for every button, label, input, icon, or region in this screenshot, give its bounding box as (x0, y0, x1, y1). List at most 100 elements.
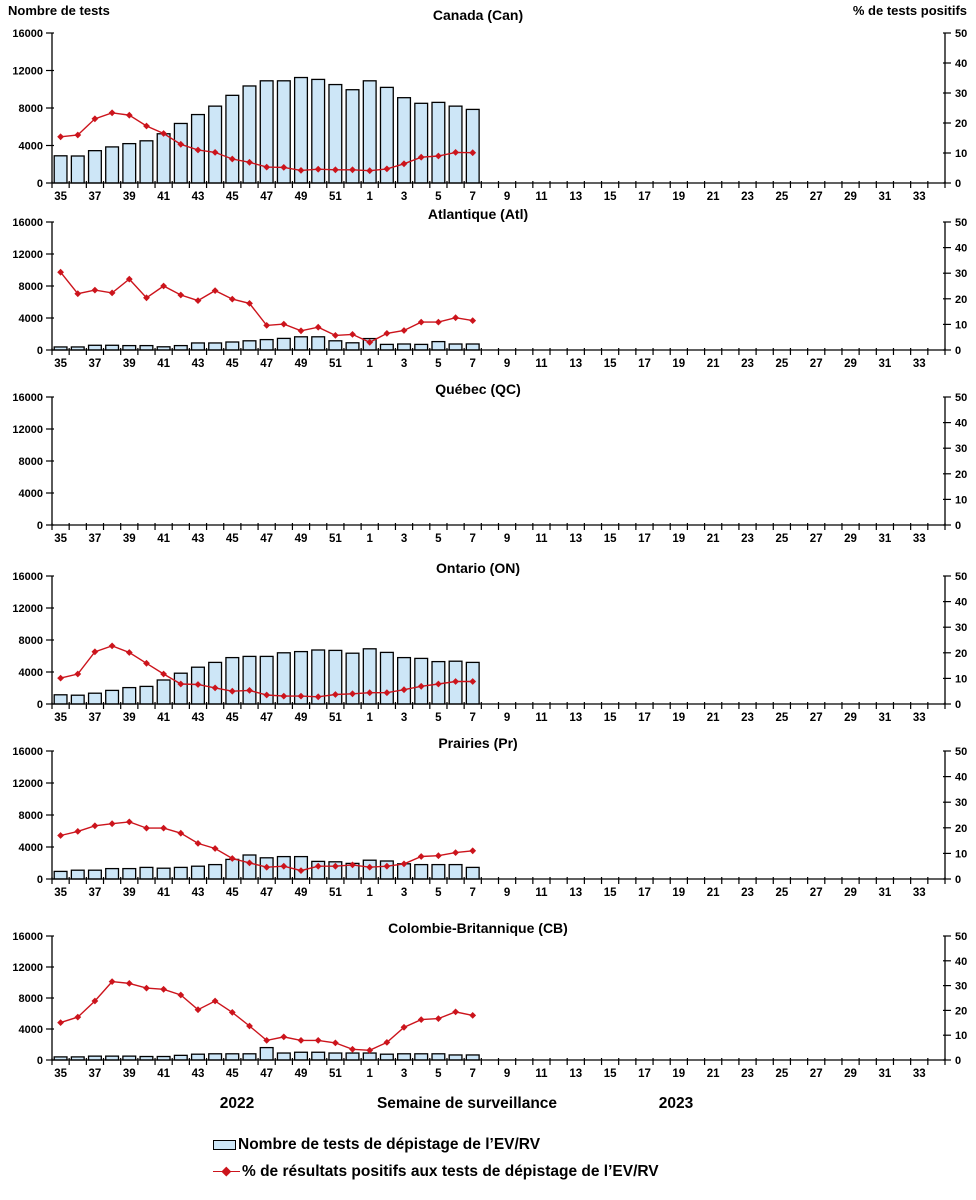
diamond-marker-icon (349, 331, 356, 338)
week-tick-label: 17 (638, 191, 651, 203)
diamond-marker-icon (314, 693, 322, 701)
right-tick-label: 50 (955, 217, 967, 229)
week-tick-label: 35 (54, 533, 67, 545)
week-tick-label: 27 (810, 712, 823, 724)
week-tick-label: 31 (878, 191, 891, 203)
left-tick-label: 8000 (19, 281, 43, 293)
diamond-marker-icon (452, 678, 459, 685)
diamond-marker-icon (280, 164, 288, 171)
diamond-marker-icon (366, 167, 374, 175)
diamond-marker-icon (469, 847, 477, 855)
week-tick-label: 41 (157, 887, 170, 899)
week-tick-label: 41 (157, 191, 170, 203)
left-tick-label: 0 (37, 874, 43, 886)
week-tick-label: 47 (260, 1068, 273, 1080)
week-tick-label: 31 (878, 1068, 891, 1080)
diamond-marker-icon (91, 822, 99, 830)
diamond-marker-icon (194, 1006, 202, 1014)
diamond-marker-icon (332, 691, 339, 698)
positivity-polyline (60, 271, 473, 344)
week-tick-label: 25 (775, 191, 788, 203)
diamond-marker-icon (349, 1045, 356, 1053)
week-tick-label: 49 (295, 358, 308, 370)
bar (139, 344, 154, 351)
week-tick-label: 3 (401, 887, 407, 899)
week-tick-label: 15 (604, 358, 617, 370)
week-tick-label: 15 (604, 191, 617, 203)
diamond-marker-icon (332, 166, 339, 174)
diamond-marker-icon (125, 980, 133, 987)
bar (156, 867, 171, 880)
right-tick-label: 40 (955, 597, 967, 609)
diamond-marker-icon (194, 681, 202, 688)
bar (70, 694, 85, 705)
diamond-marker-icon (383, 165, 391, 173)
bar (311, 336, 326, 351)
left-tick-label: 4000 (19, 313, 43, 325)
week-tick-label: 29 (844, 191, 857, 203)
right-tick-label: 30 (955, 268, 967, 280)
week-tick-label: 29 (844, 533, 857, 545)
diamond-marker-icon (194, 297, 202, 304)
bar (156, 679, 171, 705)
diamond-marker-icon (91, 286, 99, 294)
week-tick-label: 17 (638, 1068, 651, 1080)
right-tick-label: 0 (955, 874, 961, 886)
week-tick-label: 13 (569, 191, 582, 203)
diamond-marker-icon (383, 689, 391, 697)
week-tick-label: 27 (810, 533, 823, 545)
right-tick-label: 30 (955, 88, 967, 100)
diamond-marker-icon (263, 691, 271, 699)
week-tick-label: 19 (672, 358, 685, 370)
right-tick-label: 30 (955, 443, 967, 455)
right-tick-label: 40 (955, 58, 967, 70)
week-tick-label: 11 (535, 1068, 548, 1080)
diamond-marker-icon (469, 678, 477, 685)
diamond-marker-icon (246, 158, 253, 166)
left-tick-label: 8000 (19, 810, 43, 822)
right-tick-label: 10 (955, 148, 967, 160)
bar (431, 340, 446, 351)
week-tick-label: 37 (89, 358, 102, 370)
week-tick-label: 31 (878, 358, 891, 370)
week-tick-label: 39 (123, 712, 136, 724)
bar (414, 863, 429, 880)
week-tick-label: 49 (295, 887, 308, 899)
week-tick-label: 43 (192, 712, 205, 724)
diamond-marker-icon (314, 165, 322, 173)
diamond-marker-icon (400, 860, 408, 868)
diamond-marker-icon (452, 314, 459, 322)
week-tick-label: 41 (157, 533, 170, 545)
right-tick-label: 50 (955, 28, 967, 40)
left-tick-label: 16000 (12, 931, 43, 943)
right-tick-label: 20 (955, 1005, 967, 1017)
week-tick-label: 19 (672, 533, 685, 545)
diamond-marker-icon (417, 318, 425, 326)
diamond-marker-icon (57, 268, 64, 276)
week-tick-label: 7 (470, 712, 476, 724)
diamond-marker-icon (332, 1039, 339, 1047)
bar (311, 1051, 326, 1061)
week-tick-label: 27 (810, 1068, 823, 1080)
diamond-marker-icon (263, 322, 271, 329)
right-tick-label: 20 (955, 648, 967, 660)
diamond-marker-icon (297, 327, 305, 335)
diamond-marker-icon (160, 670, 167, 678)
bar (225, 858, 240, 880)
positivity-line (57, 818, 477, 874)
week-tick-label: 47 (260, 887, 273, 899)
diamond-marker-icon (160, 985, 167, 993)
week-tick-label: 27 (810, 191, 823, 203)
week-tick-label: 15 (604, 1068, 617, 1080)
bar (397, 97, 412, 184)
diamond-marker-icon (160, 282, 167, 290)
bar (379, 1053, 394, 1061)
week-tick-label: 41 (157, 712, 170, 724)
diamond-marker-icon (452, 1008, 459, 1016)
line-diamond-icon (213, 1166, 240, 1178)
diamond-marker-icon (125, 111, 133, 119)
left-tick-label: 4000 (19, 488, 43, 500)
week-tick-label: 13 (569, 712, 582, 724)
